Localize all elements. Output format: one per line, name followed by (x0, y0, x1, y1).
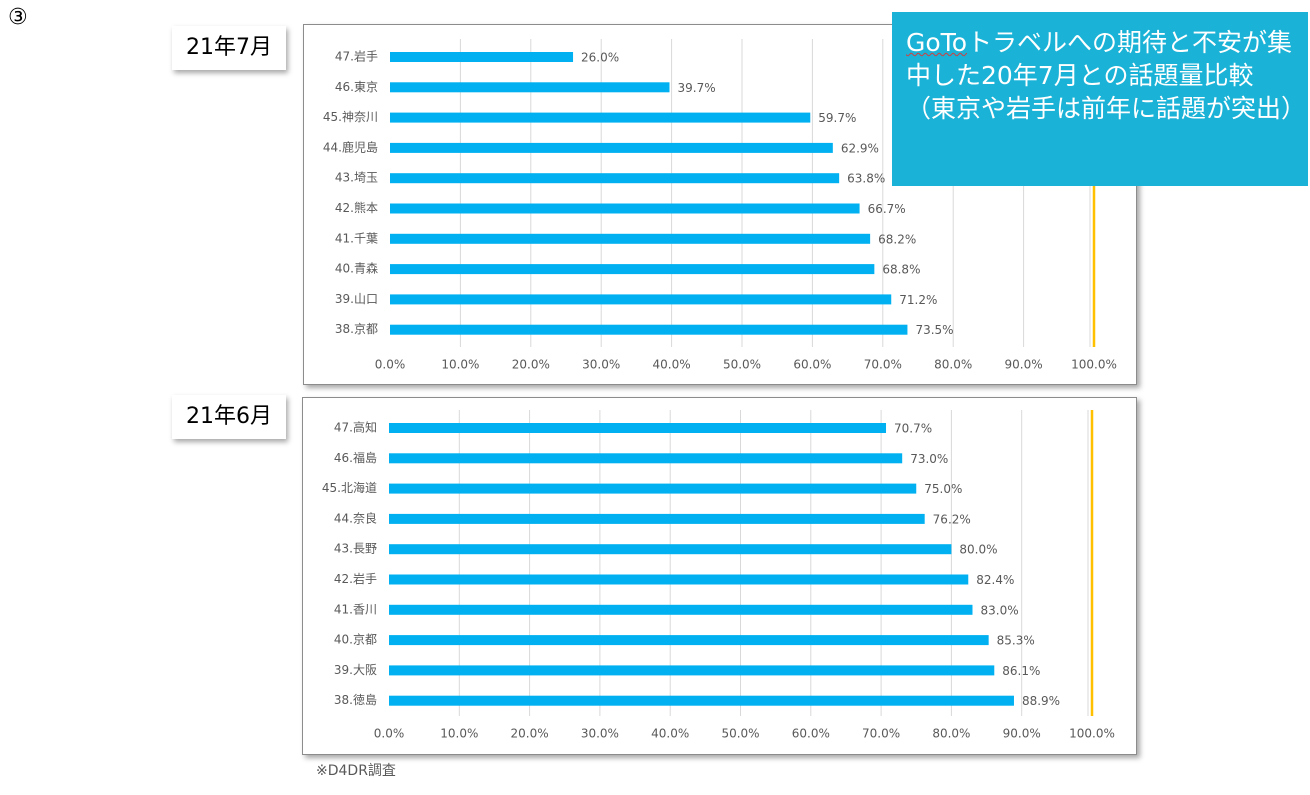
data-label: 83.0% (980, 603, 1018, 617)
bar (390, 82, 670, 93)
category-label: 47.高知 (334, 420, 377, 435)
bar (389, 574, 969, 585)
bar (389, 483, 917, 494)
period-label-june: 21年6月 (172, 395, 286, 439)
category-label: 46.東京 (335, 80, 378, 94)
data-label: 39.7% (677, 81, 715, 95)
bar (390, 264, 875, 275)
x-tick-label: 80.0% (932, 727, 970, 741)
bar (390, 324, 908, 335)
bar-chart-july: 0.0% 10.0% 20.0% 30.0% 40.0% 50.0% 60.0% 70.0% 8… (323, 39, 1117, 372)
data-label: 73.0% (910, 452, 948, 466)
x-tick-label: 50.0% (723, 358, 761, 372)
bar (389, 513, 925, 524)
bar (390, 142, 833, 153)
bar (389, 635, 989, 646)
x-tick-label: 30.0% (582, 358, 620, 372)
bar (390, 233, 871, 244)
data-label: 63.8% (847, 172, 885, 186)
category-label: 40.京都 (334, 633, 377, 647)
x-tick-label: 60.0% (793, 358, 831, 372)
category-label: 45.北海道 (322, 480, 377, 495)
data-label: 82.4% (976, 573, 1014, 587)
data-label: 88.9% (1022, 694, 1060, 708)
bar (389, 453, 903, 464)
x-tick-label: 60.0% (792, 727, 830, 741)
x-tick-label: 20.0% (512, 358, 550, 372)
x-tick-label: 0.0% (374, 727, 405, 741)
bar (390, 173, 840, 184)
data-label: 68.8% (882, 263, 920, 277)
category-label: 46.福島 (334, 450, 377, 465)
data-label: 71.2% (899, 293, 937, 307)
category-label: 43.埼玉 (335, 171, 378, 185)
x-tick-label: 100.0% (1071, 358, 1117, 372)
bar (389, 423, 887, 433)
category-label: 45.神奈川 (323, 110, 378, 124)
data-label: 68.2% (878, 232, 916, 246)
x-tick-label: 70.0% (864, 358, 902, 372)
data-label: 26.0% (581, 51, 619, 65)
bar (390, 203, 860, 214)
bar (389, 695, 1014, 706)
callout-text: トラベルへの期待と不安が集中した20年7月との話題量比較（東京や岩手は前年に話題… (906, 28, 1307, 123)
x-tick-label: 70.0% (862, 727, 900, 741)
category-label: 44.奈良 (334, 510, 377, 525)
x-tick-label: 90.0% (1003, 727, 1041, 741)
category-label: 41.香川 (334, 602, 377, 616)
bar (389, 544, 952, 555)
bar (390, 52, 574, 62)
category-label: 47.岩手 (335, 49, 378, 64)
bar-chart-june: 0.0% 10.0% 20.0% 30.0% 40.0% 50.0% 60.0% 70.0% 8… (322, 410, 1115, 741)
data-label: 86.1% (1002, 664, 1040, 678)
data-label: 62.9% (841, 141, 879, 155)
bar (389, 604, 973, 615)
x-tick-label: 20.0% (511, 727, 549, 741)
category-label: 42.熊本 (335, 200, 378, 215)
category-label: 40.青森 (335, 261, 378, 276)
section-number: ③ (8, 5, 28, 30)
category-label: 42.岩手 (334, 571, 377, 586)
source-note: ※D4DR調査 (316, 763, 396, 779)
x-tick-label: 10.0% (440, 727, 478, 741)
category-label: 39.大阪 (334, 663, 377, 677)
data-label: 66.7% (868, 202, 906, 216)
data-label: 73.5% (915, 323, 953, 337)
x-tick-label: 50.0% (721, 727, 759, 741)
category-label: 43.長野 (334, 542, 377, 556)
x-tick-label: 10.0% (441, 358, 479, 372)
category-label: 41.千葉 (335, 231, 378, 245)
category-label: 44.鹿児島 (323, 139, 378, 154)
x-tick-label: 100.0% (1069, 727, 1115, 741)
data-label: 59.7% (818, 111, 856, 125)
data-label: 75.0% (924, 482, 962, 496)
x-tick-label: 80.0% (934, 358, 972, 372)
callout-goto-text: GoTo (906, 28, 967, 57)
data-label: 80.0% (959, 543, 997, 557)
chart-panel-june: 0.0% 10.0% 20.0% 30.0% 40.0% 50.0% 60.0% 70.0% 8… (302, 397, 1137, 755)
bar (389, 665, 995, 676)
x-tick-label: 40.0% (651, 727, 689, 741)
category-label: 38.徳島 (334, 692, 377, 707)
bar (390, 112, 811, 123)
x-tick-label: 90.0% (1005, 358, 1043, 372)
callout-box: GoToトラベルへの期待と不安が集中した20年7月との話題量比較（東京や岩手は前… (892, 12, 1308, 186)
data-label: 76.2% (933, 512, 971, 526)
period-label-july: 21年7月 (172, 26, 286, 70)
category-label: 38.京都 (335, 322, 378, 336)
category-label: 39.山口 (335, 292, 378, 306)
x-tick-label: 30.0% (581, 727, 619, 741)
x-tick-label: 0.0% (375, 358, 406, 372)
data-label: 70.7% (894, 422, 932, 436)
data-label: 85.3% (997, 634, 1035, 648)
x-tick-label: 40.0% (653, 358, 691, 372)
bar (390, 294, 892, 305)
